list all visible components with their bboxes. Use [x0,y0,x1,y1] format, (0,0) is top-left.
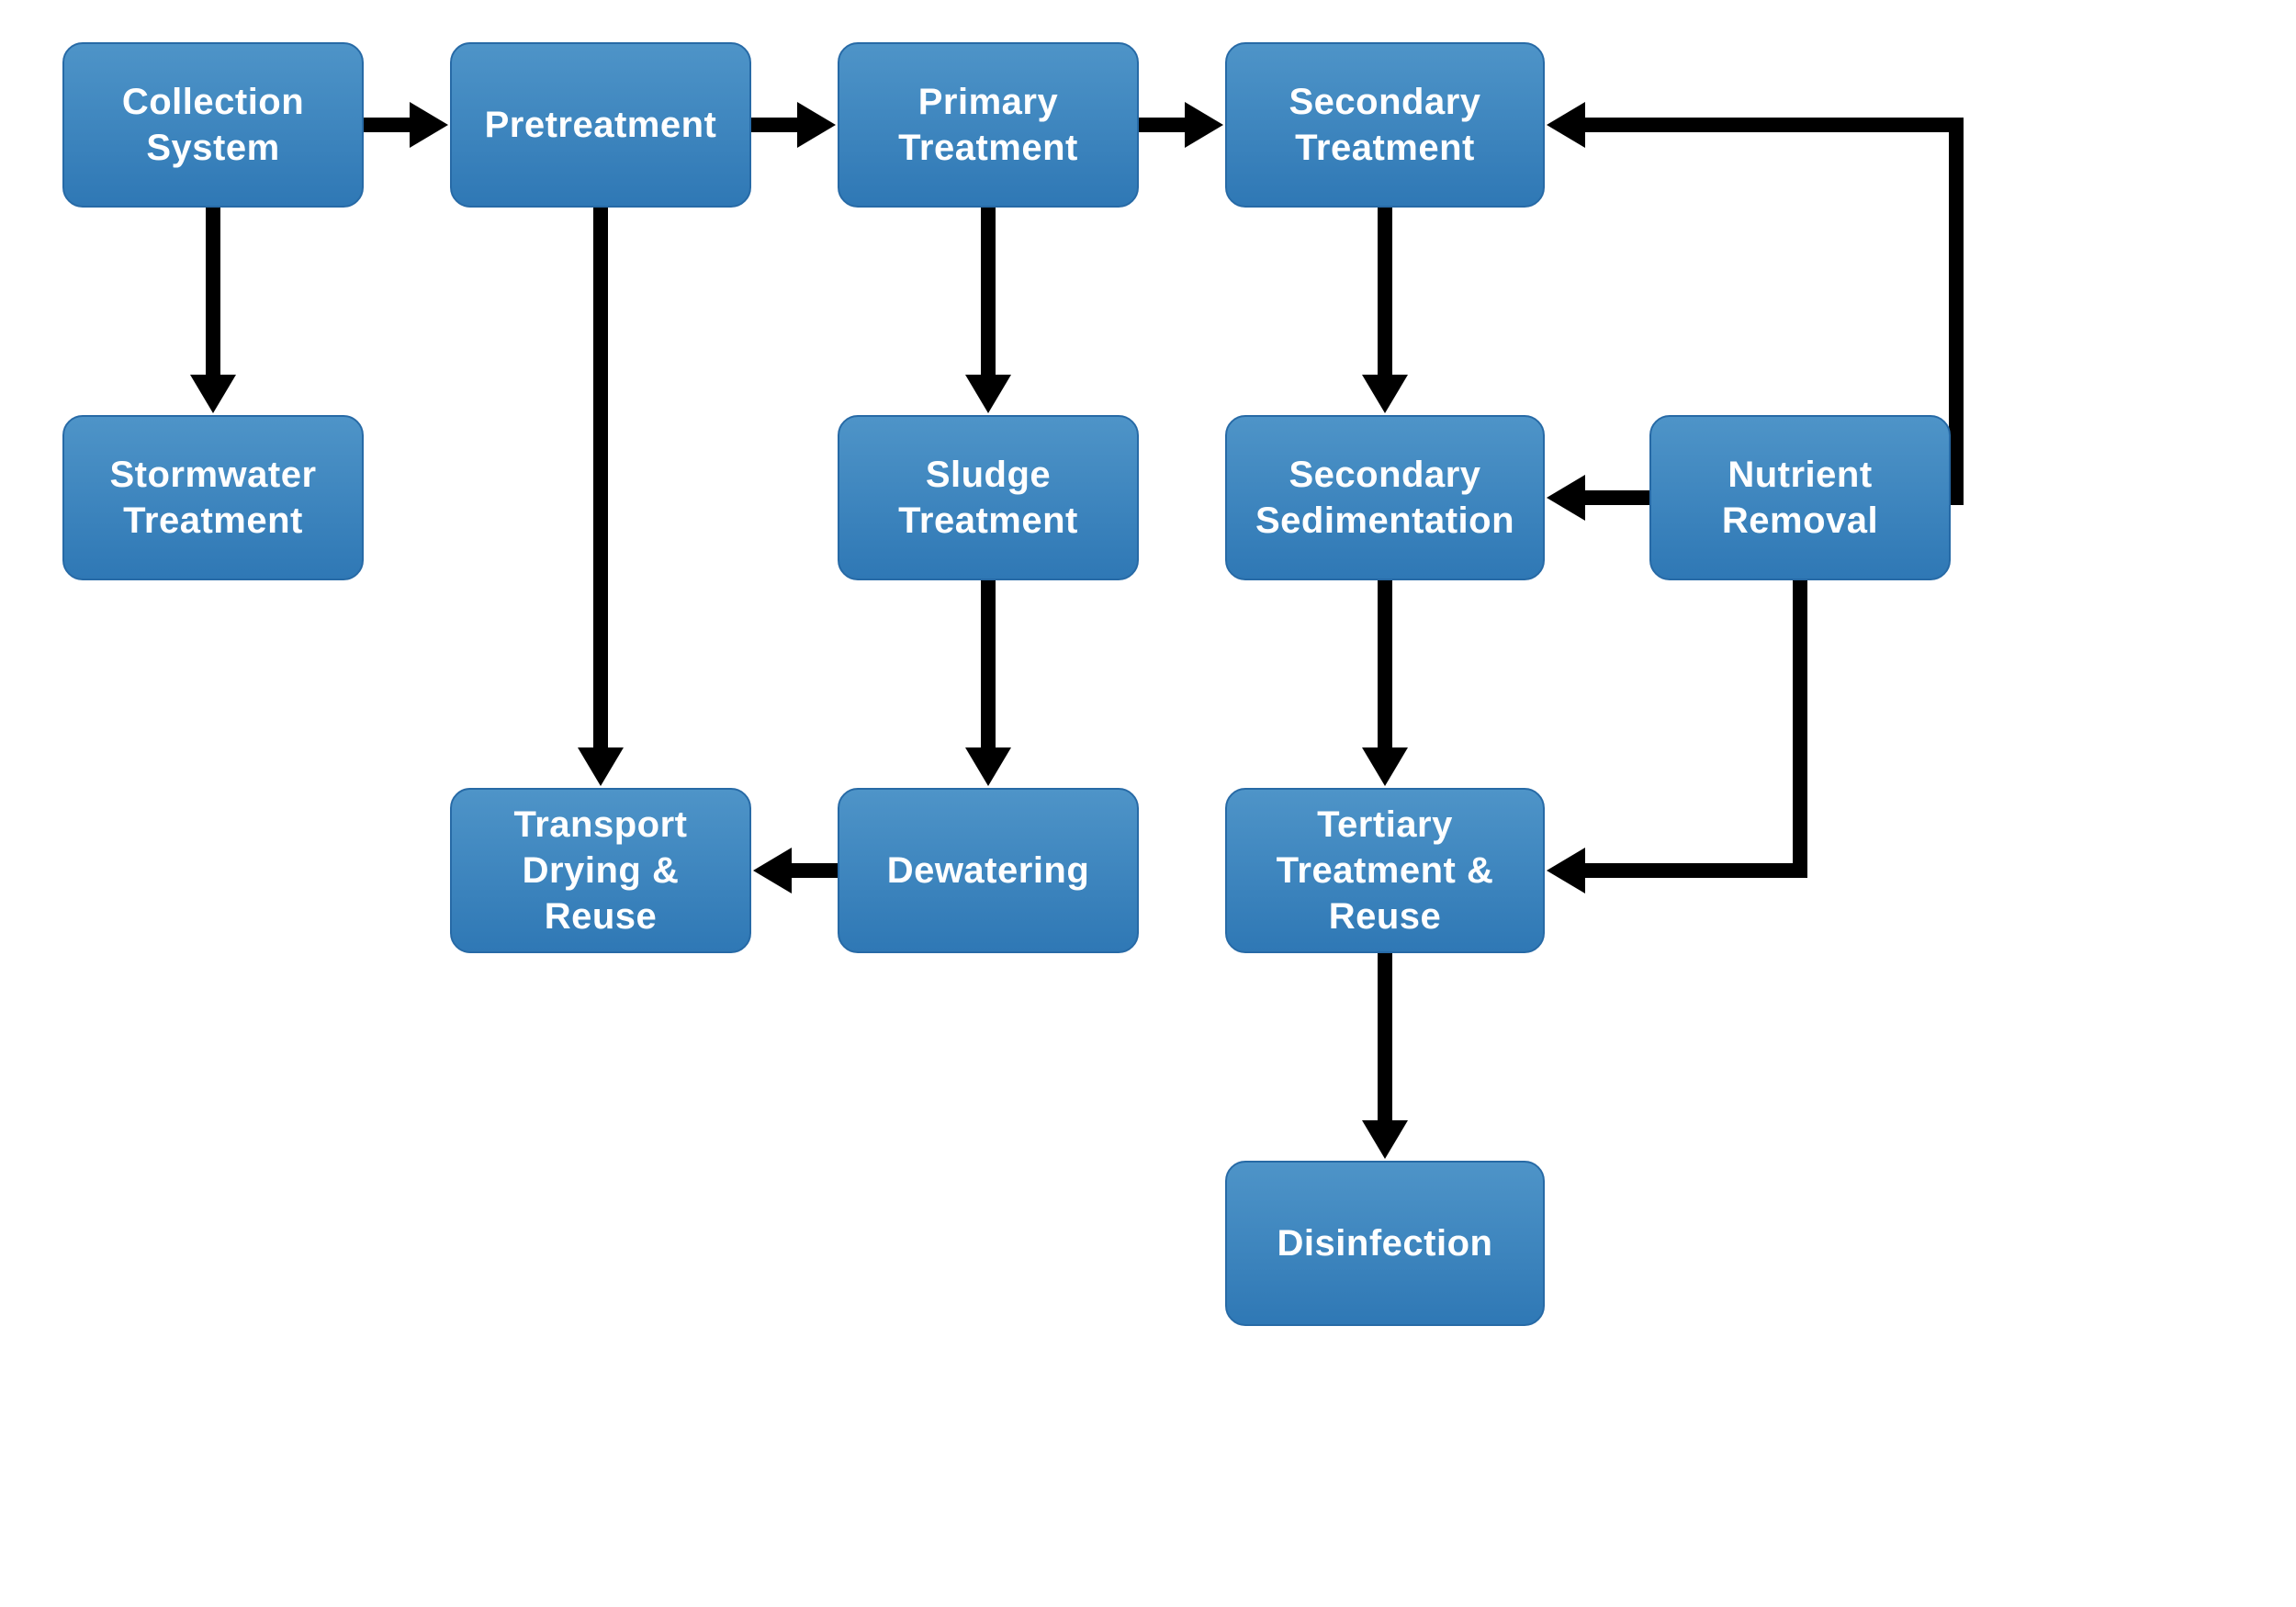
flowchart-canvas: Collection System Pretreatment Primary Tre… [0,0,2296,1607]
node-nutrient-label: Nutrient Removal [1722,452,1878,544]
node-transport-label: Transport Drying & Reuse [470,802,731,939]
node-dewatering-label: Dewatering [887,848,1090,893]
node-stormwater: Stormwater Treatment [62,415,364,580]
node-nutrient: Nutrient Removal [1649,415,1951,580]
node-stormwater-label: Stormwater Treatment [109,452,316,544]
node-collection: Collection System [62,42,364,208]
node-pretreatment: Pretreatment [450,42,751,208]
node-sludge-label: Sludge Treatment [898,452,1078,544]
node-secsed: Secondary Sedimentation [1225,415,1545,580]
node-secsed-label: Secondary Sedimentation [1255,452,1514,544]
edges-layer [0,0,2296,1607]
node-primary-label: Primary Treatment [898,79,1078,171]
node-secondary: Secondary Treatment [1225,42,1545,208]
node-sludge: Sludge Treatment [838,415,1139,580]
node-primary: Primary Treatment [838,42,1139,208]
node-tertiary-label: Tertiary Treatment & Reuse [1277,802,1494,939]
node-disinfection-label: Disinfection [1277,1220,1493,1266]
node-tertiary: Tertiary Treatment & Reuse [1225,788,1545,953]
node-dewatering: Dewatering [838,788,1139,953]
node-disinfection: Disinfection [1225,1161,1545,1326]
node-pretreatment-label: Pretreatment [485,102,717,148]
node-collection-label: Collection System [122,79,304,171]
node-secondary-label: Secondary Treatment [1289,79,1480,171]
node-transport: Transport Drying & Reuse [450,788,751,953]
